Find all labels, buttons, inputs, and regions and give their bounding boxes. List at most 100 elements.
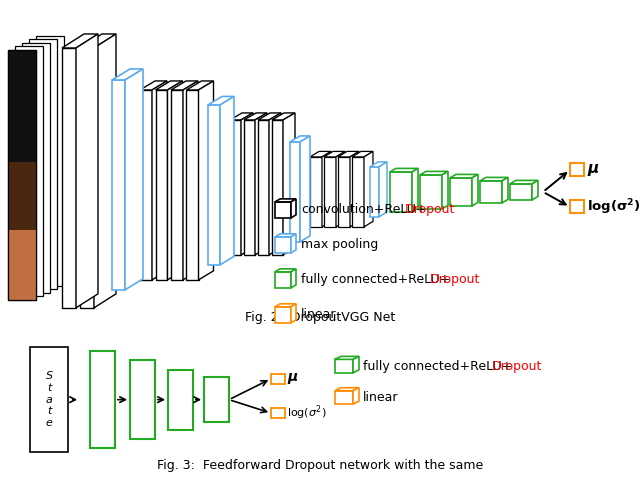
Polygon shape (510, 180, 538, 184)
Text: Dropout: Dropout (492, 359, 542, 372)
Polygon shape (8, 163, 36, 230)
Text: Fig. 2:  DropoutVGG Net: Fig. 2: DropoutVGG Net (245, 311, 395, 324)
Polygon shape (94, 34, 116, 308)
Polygon shape (15, 46, 43, 296)
Polygon shape (112, 69, 143, 80)
Polygon shape (36, 36, 64, 286)
Polygon shape (156, 81, 182, 90)
Polygon shape (352, 152, 373, 157)
Polygon shape (80, 34, 116, 48)
Polygon shape (258, 120, 269, 255)
Polygon shape (290, 136, 310, 142)
Text: convolution+ReLU+: convolution+ReLU+ (301, 203, 426, 217)
Polygon shape (450, 178, 472, 206)
Text: linear: linear (301, 308, 337, 321)
Polygon shape (208, 97, 234, 105)
Text: max pooling: max pooling (301, 239, 378, 251)
Polygon shape (338, 152, 359, 157)
Polygon shape (241, 113, 253, 255)
Polygon shape (186, 81, 214, 90)
Polygon shape (244, 113, 267, 120)
Polygon shape (183, 81, 198, 280)
Bar (275, 237, 291, 253)
Polygon shape (335, 357, 359, 359)
Polygon shape (140, 90, 152, 280)
Bar (168, 370, 193, 430)
Bar (130, 360, 155, 439)
Bar (30, 348, 68, 452)
Polygon shape (230, 113, 253, 120)
Bar (335, 359, 353, 373)
Polygon shape (275, 304, 296, 307)
Polygon shape (171, 90, 183, 280)
Polygon shape (152, 81, 167, 280)
Polygon shape (29, 40, 57, 289)
Polygon shape (198, 81, 214, 280)
Text: Dropout: Dropout (429, 273, 480, 286)
Polygon shape (300, 136, 310, 242)
Polygon shape (291, 199, 296, 218)
Polygon shape (258, 113, 281, 120)
Polygon shape (275, 269, 296, 272)
Polygon shape (336, 152, 345, 227)
Polygon shape (272, 120, 283, 255)
Polygon shape (140, 81, 167, 90)
Text: $\boldsymbol{\mu}$: $\boldsymbol{\mu}$ (587, 162, 600, 178)
Polygon shape (480, 181, 502, 203)
Polygon shape (8, 50, 36, 300)
Polygon shape (171, 81, 198, 90)
Polygon shape (269, 113, 281, 255)
Polygon shape (353, 357, 359, 373)
Polygon shape (76, 34, 98, 308)
Polygon shape (480, 177, 508, 181)
Bar (335, 391, 353, 404)
Polygon shape (502, 177, 508, 203)
Text: S
t
a
t
e: S t a t e (45, 371, 52, 428)
Text: $\boldsymbol{\mu}$: $\boldsymbol{\mu}$ (287, 371, 299, 386)
Polygon shape (322, 152, 331, 227)
Polygon shape (472, 174, 478, 206)
Polygon shape (290, 142, 300, 242)
Polygon shape (390, 168, 418, 172)
Bar (275, 272, 291, 288)
Text: fully connected+ReLU+: fully connected+ReLU+ (363, 359, 512, 372)
Polygon shape (291, 234, 296, 253)
Polygon shape (324, 157, 336, 227)
Polygon shape (442, 172, 448, 209)
Polygon shape (186, 90, 198, 280)
Polygon shape (390, 172, 412, 212)
Polygon shape (62, 48, 76, 308)
Polygon shape (450, 174, 478, 178)
Polygon shape (22, 43, 50, 293)
Polygon shape (272, 113, 295, 120)
Polygon shape (310, 152, 331, 157)
Bar (271, 374, 285, 384)
Polygon shape (62, 34, 98, 48)
Polygon shape (338, 157, 350, 227)
Polygon shape (350, 152, 359, 227)
Polygon shape (156, 90, 168, 280)
Polygon shape (244, 120, 255, 255)
Polygon shape (412, 168, 418, 212)
Text: $\log(\sigma^2)$: $\log(\sigma^2)$ (287, 404, 326, 423)
Polygon shape (80, 48, 94, 308)
Polygon shape (8, 50, 36, 163)
Bar (271, 408, 285, 418)
Polygon shape (291, 304, 296, 323)
Polygon shape (255, 113, 267, 255)
Bar (90, 351, 115, 448)
Bar (275, 307, 291, 323)
Polygon shape (532, 180, 538, 200)
Bar (570, 200, 584, 213)
Text: fully connected+ReLU+: fully connected+ReLU+ (301, 273, 451, 286)
Bar (570, 163, 584, 176)
Polygon shape (230, 120, 241, 255)
Polygon shape (112, 80, 125, 290)
Polygon shape (291, 269, 296, 288)
Polygon shape (364, 152, 373, 227)
Polygon shape (310, 157, 322, 227)
Polygon shape (275, 199, 296, 202)
Polygon shape (510, 184, 532, 200)
Polygon shape (370, 162, 387, 167)
Polygon shape (324, 152, 345, 157)
